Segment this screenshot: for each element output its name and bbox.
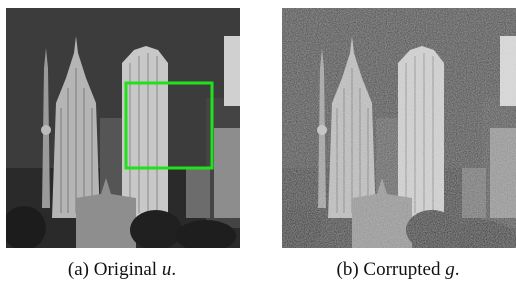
- caption-symbol: g: [445, 259, 455, 280]
- page: (a) Original u. (b) Corrupted g. (() => …: [0, 0, 516, 291]
- caption-end: .: [455, 259, 460, 280]
- caption-b: (b) Corrupted g.: [278, 259, 516, 281]
- caption-label: (b) Corrupted: [337, 259, 441, 280]
- image-content: [6, 8, 240, 248]
- caption-a: (a) Original u.: [2, 259, 242, 281]
- noisy-content: [282, 8, 516, 248]
- corrupted-image: [282, 8, 516, 248]
- caption-label: (a) Original: [68, 259, 157, 280]
- original-image: [6, 8, 240, 248]
- caption-end: .: [171, 259, 176, 280]
- caption-symbol: u: [162, 259, 172, 280]
